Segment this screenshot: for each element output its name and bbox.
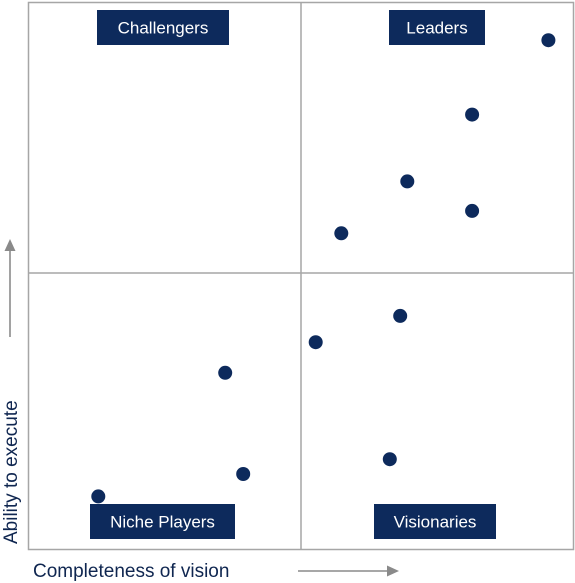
quadrant-label-visionaries-text: Visionaries (394, 513, 477, 532)
quadrant-label-leaders-bg (389, 10, 485, 45)
y-axis-arrow-icon (4, 239, 16, 337)
quadrant-label-leaders: Leaders (389, 10, 485, 45)
x-axis-label: Completeness of vision (33, 561, 229, 582)
data-point-7 (308, 335, 323, 350)
quadrant-label-visionaries: Visionaries (374, 504, 496, 539)
quadrant-label-challengers-bg (97, 10, 229, 45)
data-point-4 (465, 203, 480, 218)
data-point-2 (465, 107, 480, 122)
x-axis-arrow-icon (298, 565, 399, 577)
quadrant-label-challengers: Challengers (97, 10, 229, 45)
data-points (91, 33, 556, 504)
data-point-5 (334, 226, 349, 241)
data-point-11 (91, 489, 106, 504)
quadrant-label-niche-players-text: Niche Players (110, 513, 215, 532)
data-point-10 (236, 467, 251, 481)
data-point-9 (382, 452, 397, 467)
quadrant-label-challengers-text: Challengers (118, 19, 209, 38)
data-point-3 (400, 174, 415, 189)
quadrant-label-visionaries-bg (374, 504, 496, 539)
quadrant-label-niche-players: Niche Players (90, 504, 235, 539)
y-axis-label: Ability to execute (1, 400, 22, 544)
data-point-1 (541, 33, 556, 48)
data-point-8 (218, 365, 233, 380)
quadrant-label-leaders-text: Leaders (406, 19, 467, 38)
quadrant-label-niche-players-bg (90, 504, 235, 539)
data-point-6 (393, 308, 408, 323)
